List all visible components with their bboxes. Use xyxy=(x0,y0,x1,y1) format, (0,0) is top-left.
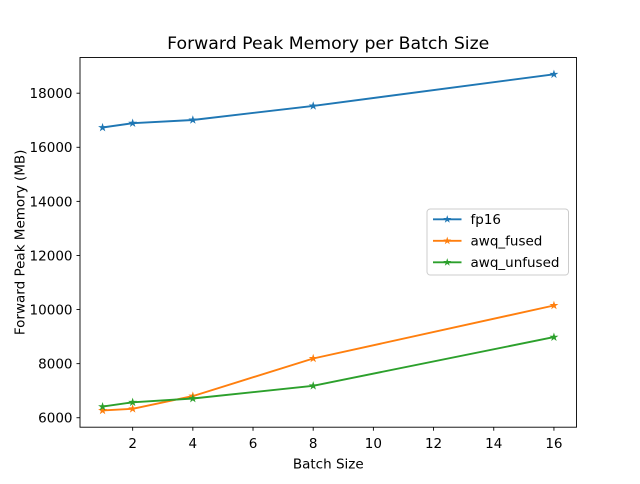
plot-border xyxy=(79,57,577,428)
legend-entry-awq_unfused: awq_unfused xyxy=(433,255,559,271)
legend-entry-awq_fused: awq_fused xyxy=(433,234,542,250)
y-tick-label: 10000 xyxy=(30,302,73,318)
legend-marker xyxy=(443,258,452,266)
data-point-marker xyxy=(188,393,198,403)
data-point-marker xyxy=(128,404,138,413)
series-awq_unfused xyxy=(98,332,559,411)
series-fp16 xyxy=(98,69,559,132)
data-point-marker xyxy=(308,353,318,363)
x-tick-label: 8 xyxy=(309,436,318,452)
legend-marker xyxy=(443,236,452,245)
legend-label: fp16 xyxy=(471,212,502,228)
x-tick-label: 6 xyxy=(249,436,258,452)
chart-title: Forward Peak Memory per Batch Size xyxy=(167,34,489,54)
y-tick-label: 6000 xyxy=(38,411,72,427)
data-point-marker xyxy=(308,381,318,390)
data-point-marker xyxy=(128,118,138,128)
y-tick-label: 14000 xyxy=(30,194,73,210)
data-point-marker xyxy=(188,115,198,124)
legend-label: awq_fused xyxy=(471,234,543,250)
y-tick-label: 16000 xyxy=(30,140,73,156)
y-tick-label: 8000 xyxy=(38,357,72,373)
x-tick-label: 16 xyxy=(545,436,562,452)
legend-label: awq_unfused xyxy=(471,255,560,271)
x-tick-label: 14 xyxy=(485,436,502,452)
legend-entry-fp16: fp16 xyxy=(433,212,501,228)
data-point-marker xyxy=(98,405,108,415)
x-axis-label: Batch Size xyxy=(293,457,364,473)
data-point-marker xyxy=(549,300,559,310)
data-point-marker xyxy=(98,122,108,132)
x-tick-label: 2 xyxy=(128,436,137,452)
data-point-marker xyxy=(98,401,108,411)
x-tick-label: 12 xyxy=(425,436,442,452)
data-point-marker xyxy=(549,332,559,341)
y-tick-label: 18000 xyxy=(30,86,73,102)
data-point-marker xyxy=(549,69,559,79)
legend-marker xyxy=(443,215,452,223)
y-axis-label: Forward Peak Memory (MB) xyxy=(13,150,29,336)
x-tick-label: 4 xyxy=(189,436,198,452)
data-point-marker xyxy=(128,397,138,407)
y-tick-label: 12000 xyxy=(30,248,73,264)
x-tick-label: 10 xyxy=(365,436,382,452)
legend-box xyxy=(426,208,569,276)
legend: fp16 awq_fused awq_unfused xyxy=(426,208,569,276)
data-point-marker xyxy=(308,101,318,110)
